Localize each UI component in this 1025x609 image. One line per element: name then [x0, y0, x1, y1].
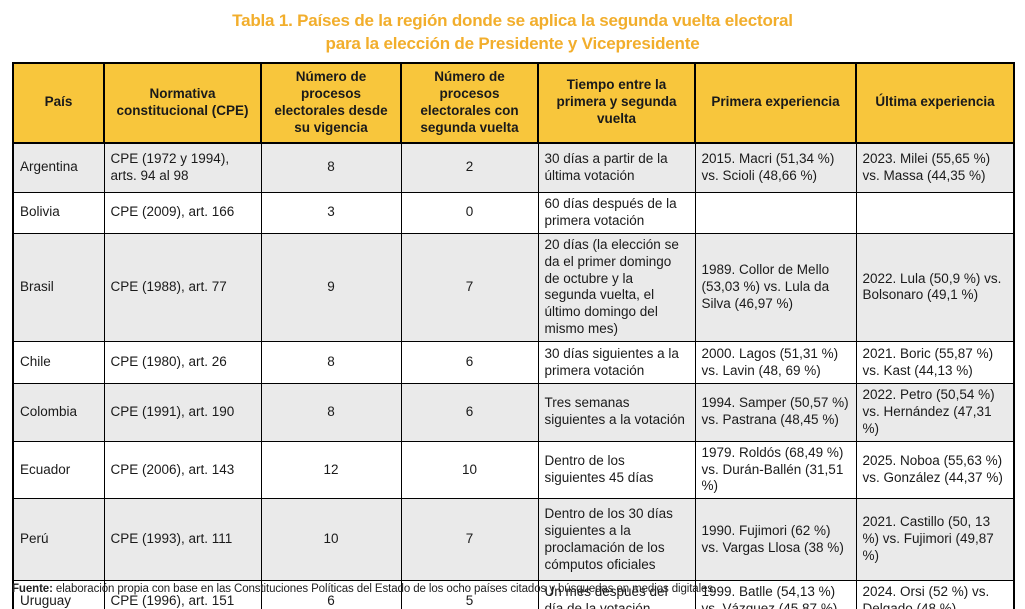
- table-title: Tabla 1. Países de la región donde se ap…: [0, 10, 1025, 56]
- column-header-tiempo: Tiempo entre la primera y segunda vuelta: [537, 62, 696, 144]
- cell-procesos-sv: 0: [400, 192, 539, 234]
- cell-primera: 1989. Collor de Mello (53,03 %) vs. Lula…: [694, 232, 857, 343]
- cell-procesos-total: 12: [260, 440, 402, 500]
- cell-tiempo: Tres semanas siguientes a la votación: [537, 383, 696, 442]
- cell-normativa: CPE (1972 y 1994), arts. 94 al 98: [103, 142, 262, 193]
- column-header-primera-experiencia: Primera experiencia: [694, 62, 857, 144]
- cell-procesos-total: 8: [260, 341, 402, 384]
- cell-procesos-sv: 7: [400, 232, 539, 343]
- column-header-pais: País: [12, 62, 105, 144]
- table-row-ecuador: Ecuador CPE (2006), art. 143 12 10 Dentr…: [12, 440, 1015, 500]
- cell-tiempo: Dentro de los 30 días siguientes a la pr…: [537, 498, 696, 582]
- cell-primera: 2015. Macri (51,34 %) vs. Scioli (48,66 …: [694, 142, 857, 193]
- cell-ultima: 2023. Milei (55,65 %) vs. Massa (44,35 %…: [855, 142, 1015, 193]
- cell-ultima: 2022. Petro (50,54 %) vs. Hernández (47,…: [855, 383, 1015, 442]
- table-row-argentina: Argentina CPE (1972 y 1994), arts. 94 al…: [12, 142, 1015, 193]
- cell-ultima: 2021. Boric (55,87 %) vs. Kast (44,13 %): [855, 341, 1015, 384]
- cell-normativa: CPE (1993), art. 111: [103, 498, 262, 582]
- table-title-line2: para la elección de Presidente y Vicepre…: [325, 33, 700, 53]
- cell-normativa: CPE (1980), art. 26: [103, 341, 262, 384]
- cell-primera: 1990. Fujimori (62 %) vs. Vargas Llosa (…: [694, 498, 857, 582]
- cell-procesos-total: 3: [260, 192, 402, 234]
- cell-primera: 1999. Batlle (54,13 %) vs. Vázquez (45,8…: [694, 580, 857, 609]
- cell-primera: 2000. Lagos (51,31 %) vs. Lavin (48, 69 …: [694, 341, 857, 384]
- cell-pais: Colombia: [12, 383, 105, 442]
- table-row-peru: Perú CPE (1993), art. 111 10 7 Dentro de…: [12, 498, 1015, 582]
- cell-normativa: CPE (1991), art. 190: [103, 383, 262, 442]
- cell-procesos-sv: 6: [400, 341, 539, 384]
- cell-procesos-sv: 6: [400, 383, 539, 442]
- table-row-bolivia: Bolivia CPE (2009), art. 166 3 0 60 días…: [12, 192, 1015, 234]
- column-header-normativa: Normativa constitucional (CPE): [103, 62, 262, 144]
- cell-pais: Perú: [12, 498, 105, 582]
- second-round-countries-table: País Normativa constitucional (CPE) Núme…: [12, 62, 1015, 609]
- cell-pais: Bolivia: [12, 192, 105, 234]
- cell-normativa: CPE (2009), art. 166: [103, 192, 262, 234]
- cell-pais: Argentina: [12, 142, 105, 193]
- source-note: Fuente: elaboración propia con base en l…: [12, 583, 1013, 595]
- cell-primera: 1994. Samper (50,57 %) vs. Pastrana (48,…: [694, 383, 857, 442]
- table-row-chile: Chile CPE (1980), art. 26 8 6 30 días si…: [12, 341, 1015, 384]
- cell-pais: Brasil: [12, 232, 105, 343]
- table-row-colombia: Colombia CPE (1991), art. 190 8 6 Tres s…: [12, 383, 1015, 442]
- cell-procesos-sv: 2: [400, 142, 539, 193]
- cell-tiempo: Un mes después del día de la votación: [537, 580, 696, 609]
- source-label: Fuente:: [12, 583, 53, 595]
- cell-primera: [694, 192, 857, 234]
- cell-pais: Chile: [12, 341, 105, 384]
- column-header-procesos-total: Número de procesos electorales desde su …: [260, 62, 402, 144]
- cell-tiempo: 30 días a partir de la última votación: [537, 142, 696, 193]
- cell-ultima: 2024. Orsi (52 %) vs. Delgado (48 %): [855, 580, 1015, 609]
- cell-tiempo: 30 días siguientes a la primera votación: [537, 341, 696, 384]
- cell-ultima: 2021. Castillo (50, 13 %) vs. Fujimori (…: [855, 498, 1015, 582]
- cell-tiempo: Dentro de los siguientes 45 días: [537, 440, 696, 500]
- table-title-line1: Tabla 1. Países de la región donde se ap…: [232, 11, 793, 30]
- table-row-brasil: Brasil CPE (1988), art. 77 9 7 20 días (…: [12, 232, 1015, 343]
- column-header-ultima-experiencia: Última experiencia: [855, 62, 1015, 144]
- cell-procesos-total: 8: [260, 383, 402, 442]
- source-text: elaboración propia con base en las Const…: [52, 583, 717, 595]
- cell-procesos-sv: 5: [400, 580, 539, 609]
- cell-tiempo: 60 días después de la primera votación: [537, 192, 696, 234]
- cell-pais: Uruguay: [12, 580, 105, 609]
- cell-procesos-total: 6: [260, 580, 402, 609]
- cell-ultima: [855, 192, 1015, 234]
- cell-procesos-total: 10: [260, 498, 402, 582]
- cell-procesos-total: 9: [260, 232, 402, 343]
- cell-normativa: CPE (1988), art. 77: [103, 232, 262, 343]
- cell-primera: 1979. Roldós (68,49 %) vs. Durán-Ballén …: [694, 440, 857, 500]
- table-header-row: País Normativa constitucional (CPE) Núme…: [12, 62, 1015, 144]
- cell-procesos-sv: 10: [400, 440, 539, 500]
- cell-normativa: CPE (1996), art. 151: [103, 580, 262, 609]
- column-header-procesos-segunda-vuelta: Número de procesos electorales con segun…: [400, 62, 539, 144]
- cell-procesos-total: 8: [260, 142, 402, 193]
- cell-pais: Ecuador: [12, 440, 105, 500]
- cell-tiempo: 20 días (la elección se da el primer dom…: [537, 232, 696, 343]
- cell-procesos-sv: 7: [400, 498, 539, 582]
- cell-normativa: CPE (2006), art. 143: [103, 440, 262, 500]
- cell-ultima: 2022. Lula (50,9 %) vs. Bolsonaro (49,1 …: [855, 232, 1015, 343]
- cell-ultima: 2025. Noboa (55,63 %) vs. González (44,3…: [855, 440, 1015, 500]
- table-row-uruguay: Uruguay CPE (1996), art. 151 6 5 Un mes …: [12, 580, 1015, 609]
